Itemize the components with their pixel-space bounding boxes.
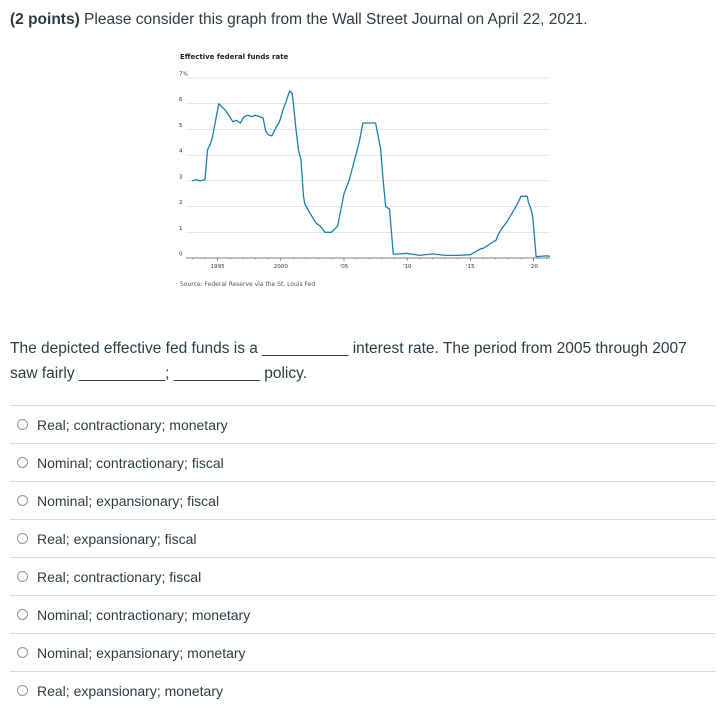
answer-label: Real; expansionary; monetary xyxy=(37,682,223,699)
y-tick-label: 5 xyxy=(179,123,183,129)
answer-option[interactable]: Nominal; expansionary; monetary xyxy=(10,633,716,671)
x-tick-label: 2000 xyxy=(274,264,289,270)
points-label: (2 points) xyxy=(10,11,80,28)
answer-option[interactable]: Nominal; contractionary; monetary xyxy=(10,595,716,633)
radio-button[interactable] xyxy=(17,419,28,430)
y-tick-label: 4 xyxy=(179,149,183,155)
radio-button[interactable] xyxy=(17,571,28,582)
answer-option[interactable]: Real; expansionary; monetary xyxy=(10,671,716,709)
series-line xyxy=(192,90,551,258)
prompt-line-2: saw fairly __________; __________ policy… xyxy=(10,365,308,382)
x-axis-ticks: 1995 2000 '05 '10 '15 '20 xyxy=(192,258,547,270)
y-tick-label: 0 xyxy=(179,252,183,258)
radio-button[interactable] xyxy=(17,647,28,658)
answer-label: Nominal; contractionary; fiscal xyxy=(37,454,224,471)
y-tick-label: 6 xyxy=(179,97,183,103)
answer-label: Nominal; expansionary; fiscal xyxy=(37,492,220,509)
prompt-line-1: The depicted effective fed funds is a __… xyxy=(10,340,687,357)
chart-grid xyxy=(186,77,550,259)
y-tick-label: 7% xyxy=(179,72,188,78)
answer-option[interactable]: Real; contractionary; fiscal xyxy=(10,557,716,595)
answer-label: Real; contractionary; monetary xyxy=(37,416,228,433)
radio-button[interactable] xyxy=(17,495,28,506)
radio-button[interactable] xyxy=(17,533,28,544)
answer-label: Nominal; contractionary; monetary xyxy=(37,606,251,623)
answer-option[interactable]: Nominal; contractionary; fiscal xyxy=(10,443,716,481)
answer-label: Real; expansionary; fiscal xyxy=(37,530,197,547)
answer-option[interactable]: Nominal; expansionary; fiscal xyxy=(10,481,716,519)
answer-label: Nominal; expansionary; monetary xyxy=(37,644,246,661)
x-tick-label: '10 xyxy=(403,264,412,270)
y-tick-label: 1 xyxy=(179,226,183,232)
answer-option[interactable]: Real; expansionary; fiscal xyxy=(10,519,716,557)
chart-source-note: Source: Federal Reserve via the St. Loui… xyxy=(180,281,315,288)
y-tick-label: 3 xyxy=(179,174,183,180)
fed-funds-chart: Effective federal funds rate 0 1 2 3 4 5 6 7% 1… xyxy=(172,48,558,292)
question-prompt: The depicted effective fed funds is a __… xyxy=(10,336,716,386)
y-axis-ticks: 0 1 2 3 4 5 6 7% xyxy=(179,72,188,258)
answer-list: Real; contractionary; monetary Nominal; … xyxy=(10,405,716,709)
y-tick-label: 2 xyxy=(179,200,183,206)
x-tick-label: '20 xyxy=(529,264,538,270)
radio-button[interactable] xyxy=(17,609,28,620)
x-tick-label: 1995 xyxy=(210,264,225,270)
radio-button[interactable] xyxy=(17,457,28,468)
chart-svg: Effective federal funds rate 0 1 2 3 4 5 6 7% 1… xyxy=(179,53,551,288)
question-title: (2 points) Please consider this graph fr… xyxy=(10,11,588,29)
x-tick-label: '15 xyxy=(466,264,475,270)
question-title-text: Please consider this graph from the Wall… xyxy=(79,11,588,28)
answer-option[interactable]: Real; contractionary; monetary xyxy=(10,405,716,443)
answer-label: Real; contractionary; fiscal xyxy=(37,568,202,585)
radio-button[interactable] xyxy=(17,685,28,696)
x-tick-label: '05 xyxy=(340,264,349,270)
chart-title: Effective federal funds rate xyxy=(180,53,289,61)
